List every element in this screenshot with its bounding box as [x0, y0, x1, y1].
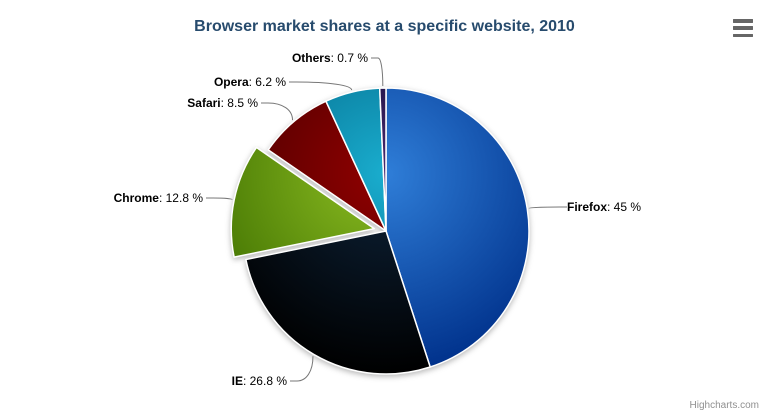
pie-connector-firefox	[528, 206, 567, 209]
chart-title: Browser market shares at a specific webs…	[194, 18, 575, 35]
menu-bar	[733, 26, 753, 30]
pie-connector-others	[371, 57, 384, 87]
pie-connector-chrome	[206, 197, 233, 201]
pie-label-firefox[interactable]: Firefox: 45 %	[567, 200, 642, 214]
menu-bar	[733, 19, 753, 23]
pie-slice-chrome[interactable]	[230, 146, 375, 258]
pie-connector-opera	[289, 81, 353, 91]
pie-label-chrome[interactable]: Chrome: 12.8 %	[113, 191, 203, 205]
pie-slice-firefox[interactable]	[385, 87, 530, 368]
pie-slice-others[interactable]	[378, 87, 387, 232]
credits-link[interactable]: Highcharts.com	[689, 400, 759, 411]
pie-label-opera[interactable]: Opera: 6.2 %	[213, 75, 286, 89]
menu-bar	[733, 33, 753, 37]
pie-connector-safari	[261, 102, 294, 121]
pie-connector-ie	[290, 356, 314, 382]
pie-label-ie[interactable]: IE: 26.8 %	[231, 374, 287, 388]
pie-label-safari[interactable]: Safari: 8.5 %	[187, 96, 258, 110]
pie-slice-ie[interactable]	[245, 230, 431, 375]
pie-label-others[interactable]: Others: 0.7 %	[291, 51, 368, 65]
hamburger-menu-icon[interactable]	[729, 17, 757, 39]
